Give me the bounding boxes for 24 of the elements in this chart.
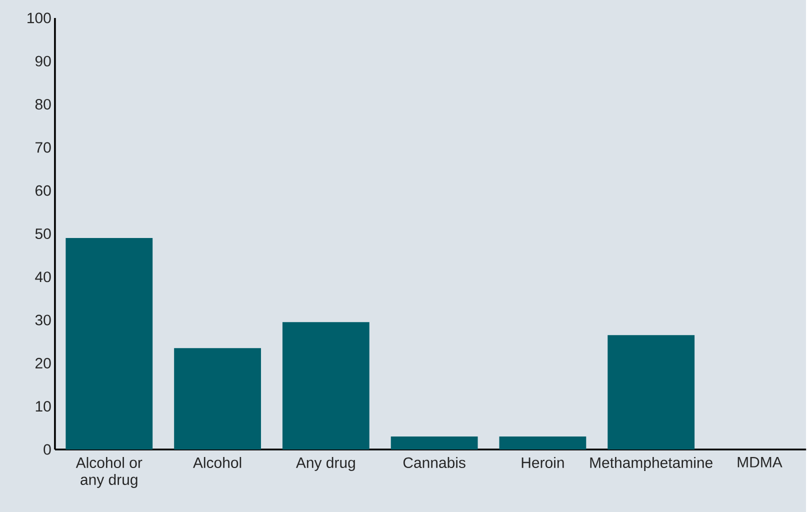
bar: [174, 348, 261, 450]
x-tick-label: Alcohol or any drug: [76, 456, 142, 488]
y-tick-label: 50: [35, 228, 51, 239]
bar: [390, 436, 478, 450]
y-tick-label: 60: [36, 185, 51, 196]
y-tick-label: 20: [36, 358, 51, 368]
x-tick-label: Alcohol: [192, 456, 242, 468]
y-tick-label: 70: [36, 142, 51, 153]
y-tick-label: 80: [35, 98, 51, 110]
y-tick-label: 0: [44, 444, 51, 455]
x-tick-label: Any drug: [296, 456, 355, 471]
x-tick-label: MDMA: [738, 456, 782, 468]
bar: [608, 334, 695, 450]
y-tick-label: 30: [35, 314, 51, 326]
bar: [499, 436, 586, 450]
y-tick-label: 10: [36, 400, 51, 412]
bar: [282, 322, 370, 450]
y-tick-label: 100: [28, 12, 51, 24]
x-tick-label: Cannabis: [403, 456, 466, 468]
bar: [66, 238, 153, 450]
y-tick-label: 90: [35, 56, 51, 66]
x-tick-label: Methamphetamine: [590, 456, 712, 471]
x-tick-label: Heroin: [522, 456, 564, 468]
y-tick-label: 40: [35, 271, 51, 282]
